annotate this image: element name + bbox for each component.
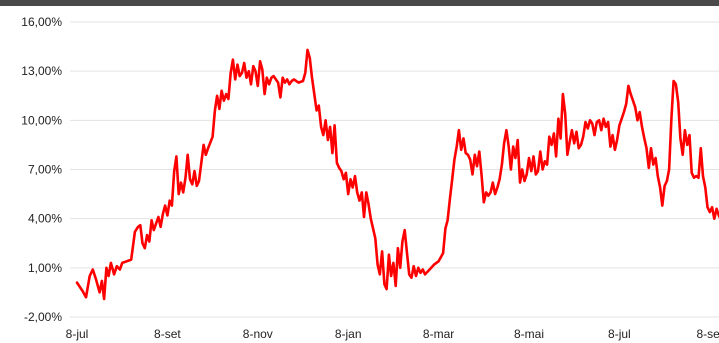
y-tick-label: 10,00% (21, 113, 62, 127)
grid (70, 21, 719, 318)
series-layer (75, 48, 719, 301)
x-tick-label: 8-set (696, 327, 719, 341)
window-top-bar (0, 0, 719, 6)
x-tick-label: 8-nov (243, 327, 273, 341)
y-tick-label: 1,00% (28, 261, 62, 275)
y-tick-label: -2,00% (24, 310, 62, 324)
y-tick-label: 4,00% (28, 212, 62, 226)
x-tick-label: 8-set (154, 327, 181, 341)
y-axis: -2,00% 1,00% 4,00% 7,00% 10,00% 13,00% 16,00% (21, 15, 62, 324)
x-tick-label: 8-jul (608, 327, 631, 341)
series-line-0 (75, 48, 719, 301)
x-axis: 8-jul 8-set 8-nov 8-jan 8-mar 8-mai 8-jul 8-set… (66, 327, 719, 341)
y-tick-label: 16,00% (21, 15, 62, 29)
x-tick-label: 8-jul (66, 327, 89, 341)
y-tick-label: 13,00% (21, 64, 62, 78)
x-tick-label: 8-mar (423, 327, 454, 341)
x-tick-label: 8-mai (514, 327, 544, 341)
x-tick-label: 8-jan (335, 327, 362, 341)
y-tick-label: 7,00% (28, 163, 62, 177)
